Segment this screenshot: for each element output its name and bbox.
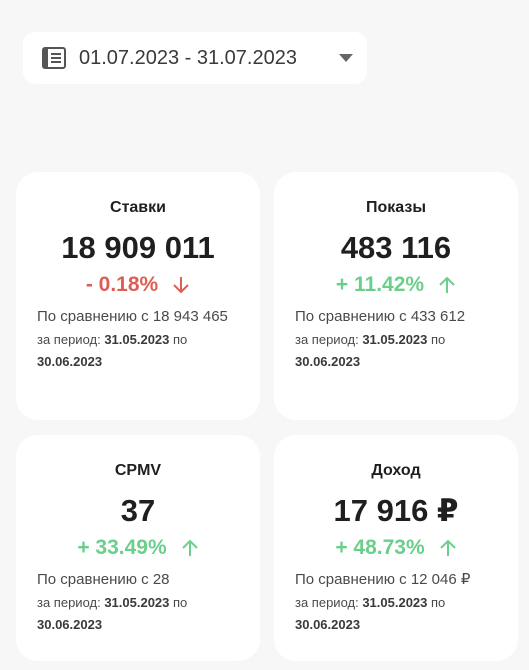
comparison-text: По сравнению с 18 943 465 <box>37 308 228 325</box>
card-title: CPMV <box>114 462 162 479</box>
card-title: Показы <box>366 199 426 216</box>
card-change: + 11.42% <box>295 271 497 299</box>
comparison-period: за период: 31.05.2023 по 30.06.2023 <box>295 332 446 369</box>
stat-card-cpmv: CPMV 37 + 33.49% По сравнению с 28 за пе… <box>16 435 260 661</box>
change-percent: - 0.18% <box>85 273 159 296</box>
comparison-period: за период: 31.05.2023 по 30.06.2023 <box>295 595 446 632</box>
date-range-label: 01.07.2023 - 31.07.2023 <box>79 46 297 69</box>
change-percent: + 33.49% <box>77 536 167 559</box>
date-range-picker[interactable]: 01.07.2023 - 31.07.2023 <box>23 32 367 84</box>
arrow-up-icon <box>181 538 199 558</box>
period-start-date: 31.05.2023 <box>362 332 428 347</box>
comparison-text: По сравнению с 433 612 <box>295 308 466 325</box>
card-value: 18 909 011 <box>61 230 215 265</box>
comparison-period: за период: 31.05.2023 по 30.06.2023 <box>37 332 188 369</box>
period-end-date: 30.06.2023 <box>295 354 361 369</box>
comparison-text: По сравнению с 12 046 ₽ <box>295 571 471 588</box>
change-percent: + 11.42% <box>335 273 425 296</box>
arrow-up-icon <box>438 275 456 295</box>
card-change: + 48.73% <box>295 534 497 562</box>
period-start-date: 31.05.2023 <box>362 595 428 610</box>
period-start-date: 31.05.2023 <box>104 332 170 347</box>
stat-card-bets: Ставки 18 909 011 - 0.18% По сравнению с… <box>16 172 260 420</box>
period-end-date: 30.06.2023 <box>37 354 103 369</box>
comparison-period: за период: 31.05.2023 по 30.06.2023 <box>37 595 188 632</box>
card-value: 483 116 <box>340 230 452 265</box>
stat-card-impressions: Показы 483 116 + 11.42% По сравнению с 4… <box>274 172 518 420</box>
caret-down-icon[interactable] <box>339 53 353 63</box>
card-change: + 33.49% <box>37 534 239 562</box>
stat-card-income: Доход 17 916 ₽ + 48.73% По сравнению с 1… <box>274 435 518 661</box>
card-value: 17 916 ₽ <box>333 493 459 528</box>
period-end-date: 30.06.2023 <box>37 617 103 632</box>
card-title: Ставки <box>110 199 166 216</box>
card-title: Доход <box>371 462 421 479</box>
arrow-down-icon <box>172 275 190 295</box>
calendar-icon <box>41 45 67 71</box>
card-change: - 0.18% <box>37 271 239 299</box>
arrow-up-icon <box>439 538 457 558</box>
card-value: 37 <box>120 493 156 528</box>
change-percent: + 48.73% <box>335 536 425 559</box>
period-start-date: 31.05.2023 <box>104 595 170 610</box>
comparison-text: По сравнению с 28 <box>37 571 170 588</box>
period-end-date: 30.06.2023 <box>295 617 361 632</box>
